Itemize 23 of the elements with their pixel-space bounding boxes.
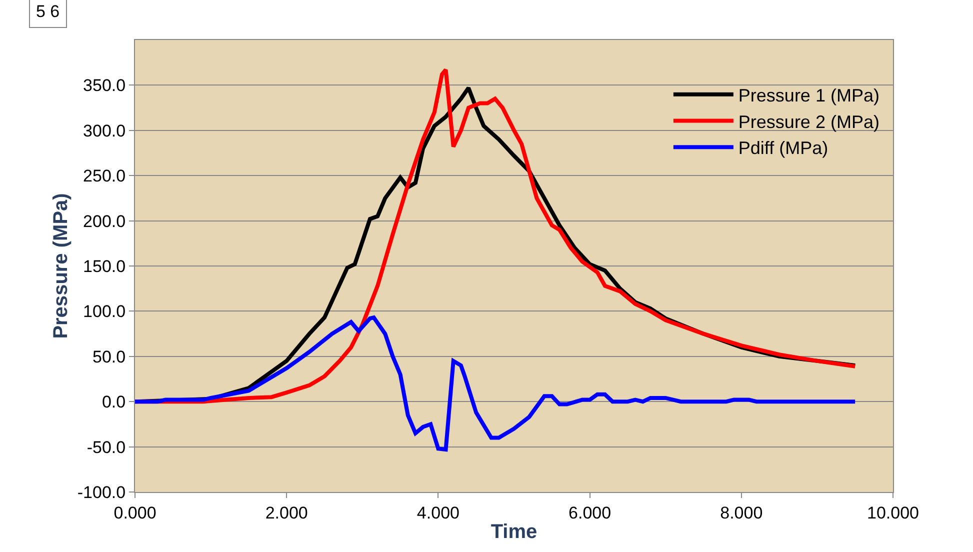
line-series	[135, 316, 858, 452]
text: 5 6	[36, 2, 60, 21]
y-tick-label: -50.0	[86, 438, 126, 457]
x-tick-label: 10.000	[867, 503, 919, 522]
y-tick-label: -100.0	[77, 482, 126, 502]
x-tick-label: 2.000	[265, 503, 308, 522]
legend-label: Pressure 2 (MPa)	[738, 112, 880, 132]
x-tick-label: 6.000	[568, 503, 612, 522]
y-axis-title: Pressure (MPa)	[50, 193, 72, 339]
x-tick-label: 0.000	[114, 503, 156, 522]
y-tick-label: 50.0	[92, 347, 126, 366]
y-tick-label: 350.0	[83, 76, 126, 96]
x-axis-title: Time	[490, 520, 538, 543]
y-tick-label: 250.0	[83, 166, 126, 186]
legend-label: Pressure 1 (MPa)	[738, 85, 880, 106]
y-tick-label: 100.0	[83, 302, 126, 322]
x-tick-label: 8.000	[720, 503, 763, 522]
y-tick-label: 150.0	[83, 256, 126, 276]
y-tick-label: 200.0	[83, 212, 126, 231]
legend-label: Pdiff (MPa)	[738, 138, 828, 158]
x-tick-label: 4.000	[416, 503, 460, 522]
y-tick-label: 300.0	[83, 121, 126, 140]
y-tick-label: 0.0	[102, 392, 126, 412]
